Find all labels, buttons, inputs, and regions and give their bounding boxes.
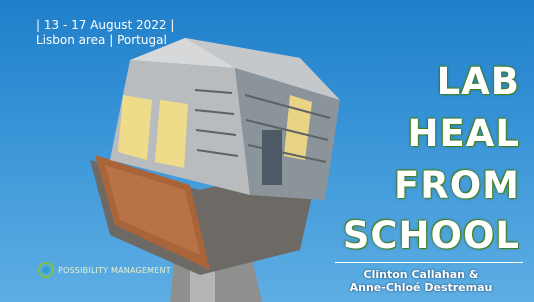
- title-line: FROM: [394, 164, 520, 207]
- banner: | 13 - 17 August 2022 | Lisbon area | Po…: [0, 0, 534, 302]
- author: Clinton Callahan &: [336, 268, 506, 281]
- logo-text: POSSIBILITY MANAGEMENT: [58, 266, 171, 275]
- dates: | 13 - 17 August 2022 |: [36, 18, 174, 33]
- author: Anne-Chloé Destremau: [336, 281, 506, 294]
- title-line: LAB: [437, 60, 520, 103]
- title-line: SCHOOL: [343, 214, 520, 257]
- location: Lisbon area | Portugal: [36, 33, 167, 48]
- divider: [335, 262, 523, 263]
- title-line: HEAL: [408, 112, 520, 155]
